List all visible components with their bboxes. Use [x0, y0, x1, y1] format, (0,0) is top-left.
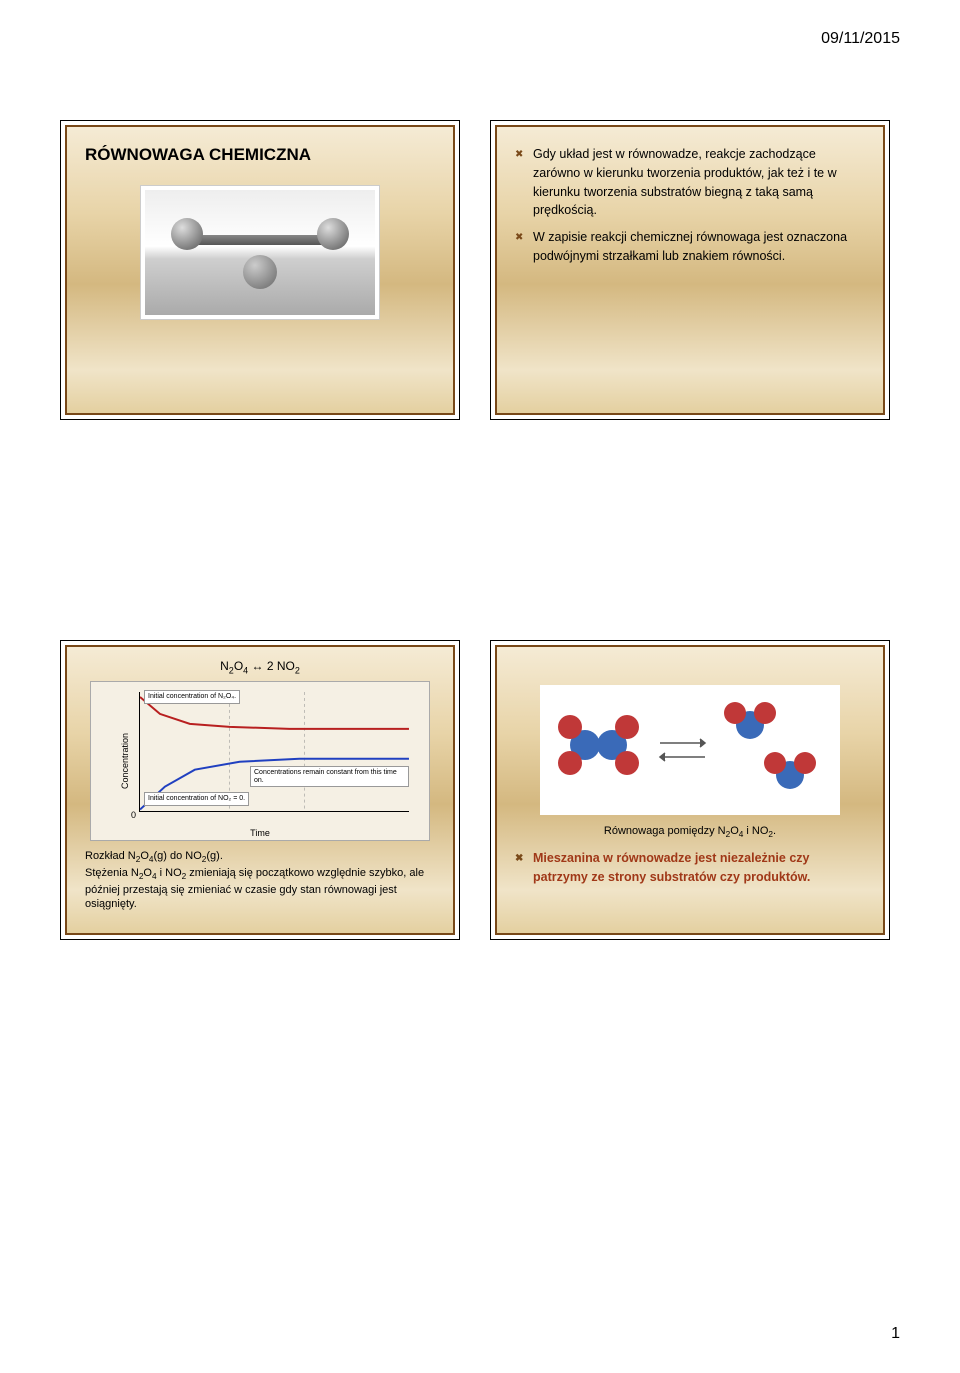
- balance-image: [140, 185, 380, 320]
- concentration-chart: Concentration Time 0 Initial concentrati…: [90, 681, 430, 841]
- date-label: 09/11/2015: [821, 30, 900, 48]
- mol-no2-2: [764, 752, 816, 789]
- equilibrium-arrows: [660, 739, 705, 761]
- mol-n2o4-left: [558, 715, 639, 775]
- slide-3-inner: N2O4 ↔ 2 NO2 Concentration Time 0 Initia…: [65, 645, 455, 935]
- slide-2-inner: Gdy układ jest w równowadze, reakcje zac…: [495, 125, 885, 415]
- slide-4-caption: Równowaga pomiędzy N2O4 i NO2.: [515, 825, 865, 839]
- slide-1-inner: RÓWNOWAGA CHEMICZNA: [65, 125, 455, 415]
- slide-3-caption: Rozkład N2O4(g) do NO2(g).Stężenia N2O4 …: [85, 849, 435, 911]
- slide-4-inner: Równowaga pomiędzy N2O4 i NO2. Mieszanin…: [495, 645, 885, 935]
- slide-2: Gdy układ jest w równowadze, reakcje zac…: [490, 120, 890, 420]
- balance-ball-left: [171, 218, 203, 250]
- chart-ylabel: Concentration: [120, 733, 130, 789]
- callout-mid: Concentrations remain constant from this…: [250, 766, 409, 787]
- molecule-diagram: [540, 685, 840, 815]
- slide-1-title: RÓWNOWAGA CHEMICZNA: [85, 145, 435, 165]
- molecule-svg: [540, 685, 840, 815]
- callout-bottom: Initial concentration of NO₂ = 0.: [144, 792, 249, 806]
- balance-bg: [145, 190, 375, 315]
- row-2: N2O4 ↔ 2 NO2 Concentration Time 0 Initia…: [60, 640, 900, 940]
- slide-4-bullets: Mieszanina w równowadze jest niezależnie…: [515, 849, 865, 887]
- balance-ball-right: [317, 218, 349, 250]
- slide-2-bullets: Gdy układ jest w równowadze, reakcje zac…: [515, 145, 865, 266]
- row-1: RÓWNOWAGA CHEMICZNA Gdy układ jest w rów…: [60, 120, 900, 420]
- callout-top: Initial concentration of N₂O₄.: [144, 690, 240, 704]
- mol-no2-1: [724, 702, 776, 739]
- slide-3: N2O4 ↔ 2 NO2 Concentration Time 0 Initia…: [60, 640, 460, 940]
- chart-xlabel: Time: [250, 828, 270, 838]
- slide-2-bullet-1: Gdy układ jest w równowadze, reakcje zac…: [533, 145, 865, 220]
- slide-1: RÓWNOWAGA CHEMICZNA: [60, 120, 460, 420]
- balance-pivot: [243, 255, 277, 289]
- slide-2-bullet-2: W zapisie reakcji chemicznej równowaga j…: [533, 228, 865, 266]
- slide-4-bullet-1: Mieszanina w równowadze jest niezależnie…: [533, 849, 865, 887]
- slide-4: Równowaga pomiędzy N2O4 i NO2. Mieszanin…: [490, 640, 890, 940]
- chart-zero: 0: [131, 810, 136, 820]
- page-number: 1: [891, 1325, 900, 1343]
- slide-3-equation: N2O4 ↔ 2 NO2: [220, 659, 300, 675]
- chart-area: Initial concentration of N₂O₄. Concentra…: [139, 692, 409, 812]
